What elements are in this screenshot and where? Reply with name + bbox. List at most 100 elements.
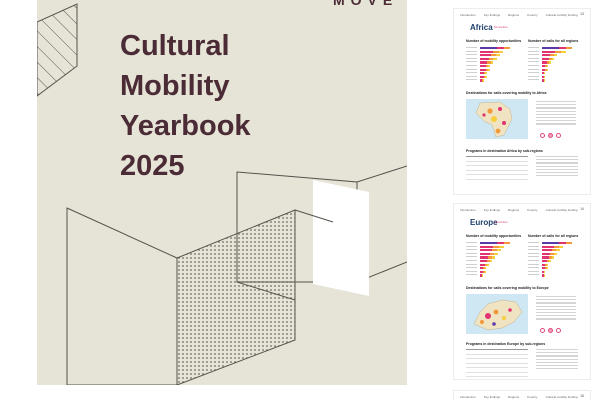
bar-label-line: [466, 249, 477, 251]
bar-segment: [546, 267, 548, 270]
bar-label-line: [528, 260, 539, 261]
nav-item: Country: [527, 208, 538, 212]
bar-segment: [491, 54, 496, 57]
bar-segment: [554, 54, 557, 57]
bar-segment: [558, 47, 566, 50]
chart1-title: Number of mobility opportunities: [466, 39, 522, 43]
bar-segment: [480, 260, 487, 263]
table-title: Programs in destination Europe by sub-re…: [466, 342, 546, 346]
nav-item: Cultural mobility funding: [545, 13, 578, 17]
bar-segment: [542, 274, 544, 277]
bar-label-line: [466, 50, 477, 52]
table-title: Programs in destination Africa by sub-re…: [466, 149, 543, 153]
bar-segment: [542, 263, 546, 266]
bar-segment: [483, 75, 486, 79]
bar-segment: [480, 72, 484, 75]
bar-segment: [545, 267, 547, 270]
dotted-panel: [176, 209, 296, 385]
page-thumbnail-europe[interactable]: Introduction Key findings Regions Countr…: [453, 203, 591, 380]
page-thumbnail-next[interactable]: Introduction Key findings Regions Countr…: [453, 390, 591, 400]
bar-label-line: [466, 267, 477, 269]
bar-segment: [542, 72, 544, 75]
data-table: [466, 156, 528, 180]
cover-title: Cultural Mobility Yearbook 2025: [120, 26, 320, 186]
yearbook-cover[interactable]: MOVE Cultural Mobility Yearbook 2025: [37, 0, 407, 385]
bar-segment: [546, 263, 548, 266]
bar-segment: [496, 47, 504, 50]
bar-segment: [483, 267, 485, 270]
bar-segment: [546, 61, 550, 64]
bar-label-line: [466, 260, 477, 261]
bar-segment: [493, 245, 500, 248]
bar-segment: [480, 68, 486, 71]
bar-segment: [542, 242, 559, 245]
bar-label-line: [466, 252, 477, 254]
chart2-title: Number of calls for all regions: [528, 39, 579, 43]
bar-segment: [542, 245, 554, 248]
bar-segment: [558, 245, 563, 248]
page-number: 15: [580, 394, 584, 398]
region-note: 54 countries: [494, 26, 508, 29]
thumb-nav: Introduction Key findings Regions Countr…: [460, 13, 578, 17]
bar-label-line: [528, 79, 539, 81]
nav-item: Introduction: [460, 208, 476, 212]
bar-segment: [488, 68, 490, 71]
region-heading: Africa: [470, 23, 493, 32]
bar-label-line: [528, 47, 539, 48]
bar-segment: [550, 54, 554, 57]
bar-label-line: [528, 68, 539, 70]
bar-segment: [542, 68, 546, 71]
bar-segment: [555, 50, 562, 53]
bar-label-line: [528, 263, 539, 265]
thumb-nav: Introduction Key findings Regions Countr…: [460, 208, 578, 212]
bar-segment: [543, 274, 545, 277]
bar-segment: [485, 75, 487, 79]
bar-segment: [485, 68, 488, 71]
bar-segment: [480, 47, 497, 50]
bar-segment: [542, 54, 551, 57]
legend-dots: [540, 328, 561, 333]
bar-segment: [487, 263, 489, 266]
bar-segment: [542, 252, 551, 256]
bar-segment: [488, 256, 492, 259]
bar-segment: [542, 50, 556, 53]
bar-segment: [494, 252, 498, 256]
bar-segment: [549, 61, 551, 64]
bar-segment: [566, 242, 572, 245]
bar-label-line: [466, 54, 477, 56]
title-line-2: Mobility: [120, 70, 230, 102]
nav-item: Country: [527, 395, 538, 399]
bar-segment: [543, 79, 545, 82]
bar-segment: [542, 260, 547, 263]
bar-segment: [558, 242, 566, 245]
map-title: Destinations for calls covering mobility…: [466, 286, 549, 290]
thumb-nav: Introduction Key findings Regions Countr…: [460, 395, 578, 399]
bar-segment: [542, 47, 559, 50]
title-line-4: 2025: [120, 150, 185, 182]
bar-segment: [480, 79, 482, 82]
bar-segment: [480, 57, 490, 61]
nav-item: Cultural mobility funding: [545, 208, 578, 212]
bar-segment: [554, 252, 557, 256]
bar-segment: [496, 242, 504, 245]
bar-label-line: [528, 249, 539, 251]
bar-label-line: [466, 242, 477, 243]
bar-segment: [546, 68, 548, 71]
bar-label-line: [528, 252, 539, 254]
bar-segment: [485, 72, 487, 75]
bar-label-line: [466, 79, 477, 81]
bar-segment: [546, 65, 548, 68]
page-thumbnail-africa[interactable]: Introduction Key findings Regions Countr…: [453, 8, 591, 195]
nav-item: Regions: [508, 13, 520, 17]
bar-label-line: [466, 68, 477, 70]
bar-segment: [542, 75, 544, 79]
bar-label-line: [466, 72, 477, 74]
bar-segment: [543, 75, 545, 79]
bar-segment: [496, 249, 501, 252]
nav-item: Introduction: [460, 395, 476, 399]
bar-segment: [480, 263, 485, 266]
bar-label-line: [528, 72, 539, 74]
bar-segment: [490, 61, 494, 64]
page-number: 13: [580, 12, 584, 16]
bar-label-line: [528, 75, 539, 77]
